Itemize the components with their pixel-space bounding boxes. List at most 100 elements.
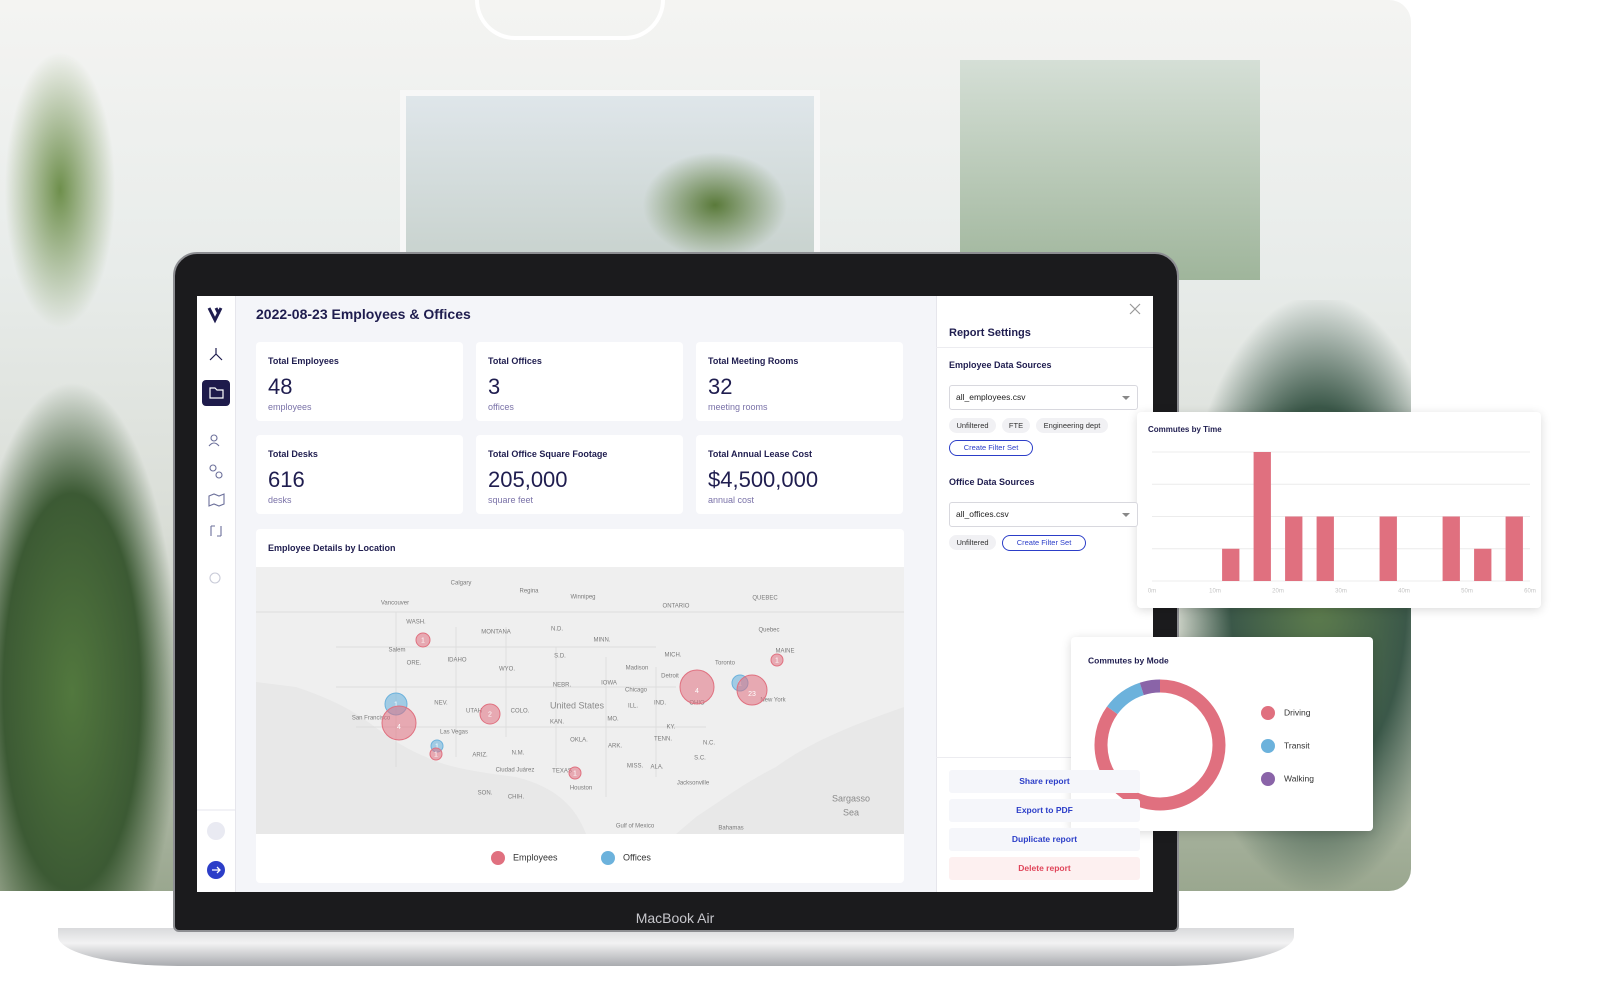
map-label: ORE. [407,661,422,667]
cluster-count: 1 [434,751,438,758]
map-label: Vancouver [381,601,409,607]
cluster-count: 2 [488,711,492,718]
kpi-value: 616 [268,467,305,492]
action-button[interactable]: Export to PDF [949,799,1140,822]
action-button[interactable]: Delete report [949,857,1140,880]
map-label: ARK. [608,744,622,750]
map-label: United States [550,700,605,710]
kpi-value: $4,500,000 [708,467,819,492]
chart-title: Commutes by Time [1148,425,1222,434]
employee-cluster [381,705,417,741]
file-select[interactable]: all_offices.csv [949,502,1138,527]
map-label: Sea [843,807,859,817]
plant [0,380,180,891]
bar [1474,548,1492,581]
legend-label: Employees [513,852,558,862]
laptop-base [58,928,1294,966]
map-label: MISS. [627,764,644,770]
map[interactable]: Calgary Regina Winnipeg Vancouver ONTARIO QUE… [256,567,904,834]
map-label: Madison [626,666,649,672]
ceiling-light [475,0,665,40]
action-button[interactable]: Duplicate report [949,828,1140,851]
avatar[interactable] [207,822,225,840]
map-label: KAN. [550,720,564,726]
sidebar-icons [197,307,236,879]
bar [1442,516,1460,581]
action-button[interactable]: Share report [949,770,1140,793]
kpi-unit: employees [268,402,312,412]
plant [640,150,790,260]
land [256,567,904,834]
employee-cluster [568,766,582,780]
legend-label: Offices [623,852,651,862]
legend-icon [491,851,505,865]
employee-cluster [415,632,431,648]
bar [1379,516,1397,581]
cluster-count: 1 [435,743,439,750]
map-label: ARIZ. [472,753,488,759]
nav-active[interactable] [202,380,230,406]
map-label: NEBR. [553,683,572,689]
donut-segment [1139,679,1161,696]
close-button[interactable] [1129,303,1141,315]
kpi-label: Total Office Square Footage [488,449,608,459]
filter-chip[interactable]: Unfiltered [949,418,996,433]
bar [1285,516,1303,581]
bar-chart: Commutes by Time 0m 10m 20m 30m 40m 50m 60m [1148,425,1536,595]
map-legend: Employees Offices [491,851,651,865]
map-label: Gulf of Mexico [616,824,655,830]
donut-segment [1107,682,1145,715]
cluster-count: 1 [394,701,398,708]
create-filter-button[interactable]: Create Filter Set [949,440,1033,456]
nav-icon[interactable] [210,525,222,537]
kpi-card [256,342,463,421]
create-filter-button[interactable]: Create Filter Set [1002,535,1086,551]
filter-chip[interactable]: Engineering dept [1036,418,1108,433]
map-label: S.D. [554,654,566,660]
x-tick-label: 10m [1209,589,1221,595]
kpi-value: 48 [268,374,293,399]
map-label: TEXAS [552,769,572,775]
map-label: N.M. [512,751,525,757]
divider [936,347,1153,348]
cluster-count: 4 [695,688,699,695]
nav-icon[interactable] [209,387,224,399]
bar [1253,452,1271,581]
nav-icon[interactable] [210,434,218,442]
kpi-card [256,435,463,514]
map-label: SON. [478,791,493,797]
logo [207,307,223,324]
legend-label: Driving [1284,707,1311,717]
map-label: ONTARIO [663,604,690,610]
map-label: Quebec [758,628,779,634]
report-title: 2022-08-23 Employees & Offices [256,306,471,322]
cluster-count: 1 [421,637,425,644]
kpi-unit: square feet [488,495,534,505]
map-label: Winnipeg [570,595,595,601]
filter-chip[interactable]: FTE [1002,418,1030,433]
nav-icon[interactable] [208,493,225,507]
legend-icon [1261,739,1275,753]
bar [1505,516,1523,581]
map-label: Calgary [451,581,472,587]
kpi-label: Total Employees [268,356,339,366]
legend-icon [1261,772,1275,786]
map-label: WASH. [406,620,426,626]
nav-icon[interactable] [209,464,217,472]
nav-icon[interactable] [209,348,223,361]
divider [936,757,1153,758]
legend-label: Transit [1284,740,1310,750]
file-select[interactable]: all_employees.csv [949,385,1138,410]
map-label: WYO. [499,667,515,673]
legend-label: Walking [1284,773,1314,783]
search-icon[interactable] [209,572,221,584]
filter-chip[interactable]: Unfiltered [949,535,996,550]
kpi-label: Total Desks [268,449,318,459]
map-label: ILL. [628,704,638,710]
map-label: IND. [654,701,666,707]
chart-title: Commutes by Mode [1088,655,1169,665]
kpi-value: 32 [708,374,733,399]
map-label: IOWA [601,681,617,687]
map-label: Toronto [715,661,736,667]
